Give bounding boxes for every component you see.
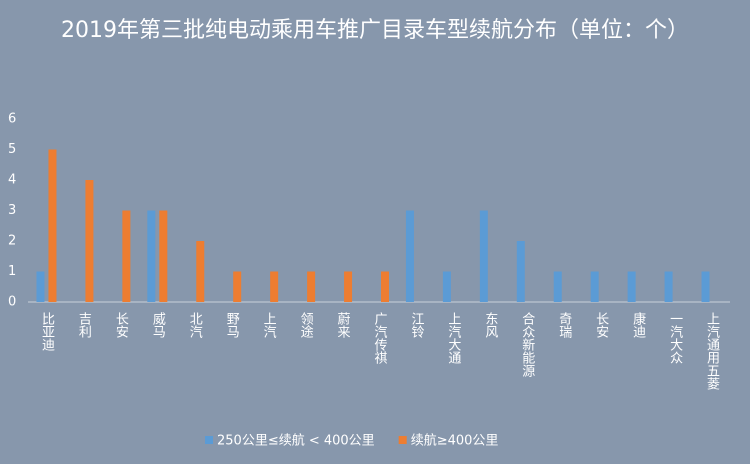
- bar: [36, 271, 45, 302]
- bar: [147, 210, 156, 302]
- bar: [701, 271, 710, 302]
- bar: [664, 271, 673, 302]
- bar: [270, 271, 279, 302]
- x-tick-label: 比亚迪: [39, 312, 55, 352]
- x-tick-label: 江铃: [408, 312, 424, 338]
- legend-label: 250公里≤续航 < 400公里: [217, 433, 375, 449]
- y-tick-label: 5: [8, 142, 16, 157]
- y-tick-label: 6: [8, 112, 16, 127]
- x-tick-label: 野马: [224, 312, 240, 338]
- bar: [405, 210, 414, 302]
- x-tick-label: 北汽: [187, 312, 203, 338]
- y-tick-label: 3: [8, 203, 16, 218]
- bar: [344, 271, 353, 302]
- bar: [553, 271, 562, 302]
- bar: [233, 271, 242, 302]
- x-tick-label: 合众新能源: [519, 312, 535, 377]
- bar: [196, 241, 205, 302]
- y-tick-label: 2: [8, 234, 16, 249]
- bar: [442, 271, 451, 302]
- y-tick-label: 1: [8, 264, 16, 279]
- legend-swatch: [205, 436, 213, 444]
- bar: [516, 241, 525, 302]
- chart-title: 2019年第三批纯电动乘用车推广目录车型续航分布（单位：个）: [61, 18, 689, 43]
- x-tick-label: 一汽大众: [667, 312, 683, 364]
- bar: [590, 271, 599, 302]
- legend-label: 续航≥400公里: [411, 433, 499, 449]
- x-tick-label: 蔚来: [335, 312, 351, 338]
- bar: [122, 210, 131, 302]
- bar: [307, 271, 316, 302]
- x-tick-label: 康迪: [630, 311, 646, 339]
- bar: [627, 271, 636, 302]
- x-tick-label: 长安: [113, 312, 129, 338]
- x-tick-label: 广汽传祺: [372, 312, 388, 365]
- legend-swatch: [398, 436, 407, 444]
- x-tick-label: 吉利: [76, 312, 92, 338]
- bar: [48, 149, 57, 302]
- bar: [381, 271, 389, 302]
- x-tick-label: 上汽: [261, 312, 277, 338]
- x-tick-label: 奇瑞: [556, 311, 572, 338]
- bar: [159, 210, 168, 302]
- x-tick-label: 领途: [298, 312, 314, 339]
- x-tick-label: 东风: [482, 312, 498, 339]
- bar: [85, 180, 94, 302]
- x-tick-label: 上汽通用五菱: [704, 312, 720, 390]
- x-tick-label: 上汽大通: [445, 312, 461, 364]
- bar: [479, 210, 488, 302]
- y-tick-label: 4: [8, 173, 16, 188]
- y-tick-label: 0: [8, 295, 16, 310]
- x-tick-label: 长安: [593, 312, 609, 338]
- x-tick-label: 威马: [150, 312, 166, 338]
